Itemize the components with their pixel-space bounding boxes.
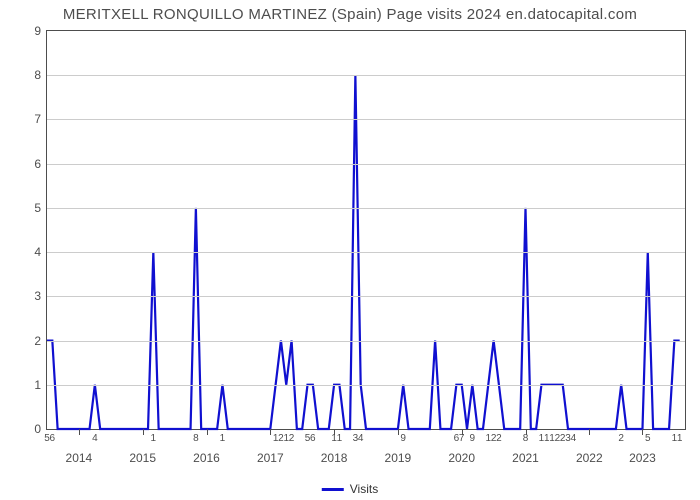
y-tick-label: 6 <box>34 157 41 171</box>
line-series <box>47 31 685 429</box>
x-tick-mark <box>143 429 144 435</box>
y-tick-label: 9 <box>34 24 41 38</box>
x-tick-minor-label: 1 <box>151 433 157 444</box>
x-tick-year-label: 2022 <box>576 451 603 465</box>
x-tick-mark <box>207 429 208 435</box>
x-tick-minor-label: 9 <box>470 433 476 444</box>
y-tick-label: 1 <box>34 378 41 392</box>
y-tick-label: 4 <box>34 245 41 259</box>
y-tick-label: 7 <box>34 112 41 126</box>
x-tick-year-label: 2015 <box>129 451 156 465</box>
y-tick-label: 8 <box>34 68 41 82</box>
x-tick-minor-label: 8 <box>523 433 529 444</box>
gridline-h <box>47 119 685 120</box>
legend-label: Visits <box>350 482 378 496</box>
x-tick-minor-label: 6 <box>310 433 316 444</box>
x-tick-mark <box>270 429 271 435</box>
x-tick-minor-label: 9 <box>400 433 406 444</box>
y-tick-label: 5 <box>34 201 41 215</box>
gridline-h <box>47 208 685 209</box>
plot-area: 0123456789201420152016201720182019202020… <box>46 30 686 430</box>
x-tick-year-label: 2016 <box>193 451 220 465</box>
x-tick-minor-label: 8 <box>193 433 199 444</box>
y-tick-label: 0 <box>34 422 41 436</box>
x-tick-year-label: 2019 <box>385 451 412 465</box>
gridline-h <box>47 252 685 253</box>
x-tick-mark <box>79 429 80 435</box>
gridline-h <box>47 341 685 342</box>
x-tick-year-label: 2017 <box>257 451 284 465</box>
chart-title: MERITXELL RONQUILLO MARTINEZ (Spain) Pag… <box>0 6 700 23</box>
x-tick-minor-label: 4 <box>92 433 98 444</box>
gridline-h <box>47 164 685 165</box>
gridline-h <box>47 385 685 386</box>
x-tick-year-label: 2021 <box>512 451 539 465</box>
x-tick-minor-label: 2 <box>618 433 624 444</box>
x-tick-mark <box>398 429 399 435</box>
x-tick-year-label: 2018 <box>321 451 348 465</box>
x-tick-minor-label: 7 <box>459 433 465 444</box>
x-tick-minor-label: 1 <box>337 433 343 444</box>
x-tick-minor-label: 4 <box>571 433 577 444</box>
gridline-h <box>47 75 685 76</box>
x-tick-minor-label: 4 <box>358 433 364 444</box>
x-tick-minor-label: 6 <box>50 433 56 444</box>
x-tick-mark <box>642 429 643 435</box>
x-tick-minor-label: 2 <box>289 433 295 444</box>
x-tick-year-label: 2020 <box>448 451 475 465</box>
x-tick-mark <box>589 429 590 435</box>
legend: Visits <box>322 482 378 496</box>
y-tick-label: 3 <box>34 289 41 303</box>
gridline-h <box>47 296 685 297</box>
x-tick-year-label: 2023 <box>629 451 656 465</box>
y-tick-label: 2 <box>34 334 41 348</box>
x-tick-year-label: 2014 <box>66 451 93 465</box>
x-tick-minor-label: 5 <box>645 433 651 444</box>
legend-swatch <box>322 488 344 491</box>
x-tick-minor-label: 1 <box>677 433 683 444</box>
chart-container: MERITXELL RONQUILLO MARTINEZ (Spain) Pag… <box>0 0 700 500</box>
x-tick-minor-label: 1 <box>220 433 226 444</box>
x-tick-minor-label: 2 <box>496 433 502 444</box>
